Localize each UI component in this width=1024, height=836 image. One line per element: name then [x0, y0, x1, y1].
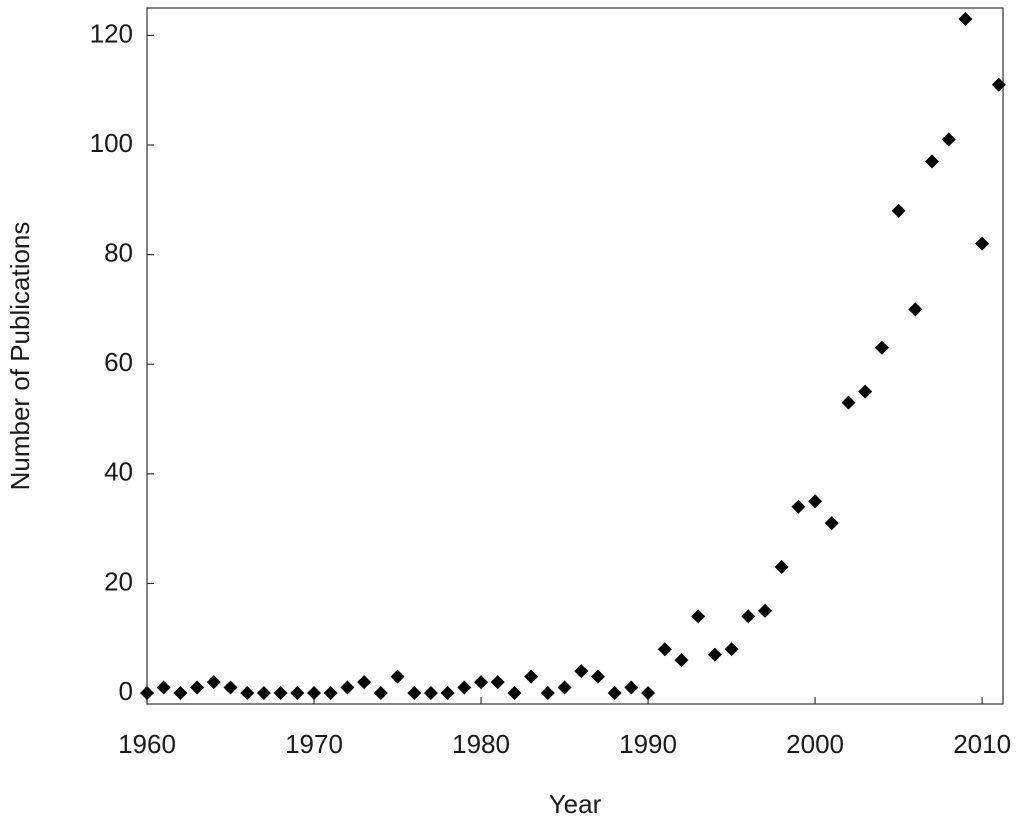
point: [156, 680, 171, 695]
point: [641, 686, 656, 701]
point: [891, 203, 906, 218]
point: [524, 669, 539, 684]
y-tick-label: 60: [104, 347, 133, 377]
point: [824, 516, 839, 531]
point: [507, 686, 522, 701]
point: [574, 664, 589, 679]
point: [256, 686, 271, 701]
x-tick-label: 1980: [452, 729, 510, 759]
point: [657, 642, 672, 657]
point: [440, 686, 455, 701]
point: [925, 154, 940, 169]
point: [858, 384, 873, 399]
point: [390, 669, 405, 684]
point: [975, 236, 990, 251]
plot-frame: [146, 7, 1004, 705]
point: [707, 647, 722, 662]
x-tick-label: 1990: [619, 729, 677, 759]
point: [691, 609, 706, 624]
point: [590, 669, 605, 684]
point: [958, 11, 973, 26]
point: [206, 675, 221, 690]
point: [774, 559, 789, 574]
point: [624, 680, 639, 695]
point: [557, 680, 572, 695]
point: [991, 77, 1006, 92]
point: [140, 686, 154, 701]
y-tick-label: 0: [119, 676, 133, 706]
point: [674, 653, 689, 668]
x-axis-label: Year: [549, 789, 602, 819]
point: [190, 680, 205, 695]
point: [173, 686, 188, 701]
point: [307, 686, 322, 701]
point: [290, 686, 305, 701]
point: [240, 686, 255, 701]
point: [273, 686, 288, 701]
y-tick-label: 20: [104, 566, 133, 596]
point: [724, 642, 739, 657]
point: [340, 680, 355, 695]
y-axis-label: Number of Publications: [5, 222, 35, 491]
point: [540, 686, 555, 701]
point: [357, 675, 372, 690]
x-tick-label: 2010: [953, 729, 1011, 759]
point: [474, 675, 489, 690]
point: [874, 340, 889, 355]
point: [407, 686, 422, 701]
point: [908, 302, 923, 317]
point: [423, 686, 438, 701]
y-tick-label: 80: [104, 237, 133, 267]
y-tick-label: 40: [104, 457, 133, 487]
x-tick-label: 1970: [285, 729, 343, 759]
point: [373, 686, 388, 701]
point: [741, 609, 756, 624]
point: [223, 680, 238, 695]
x-tick-label: 1960: [118, 729, 176, 759]
y-tick-label: 120: [90, 18, 133, 48]
point: [323, 686, 338, 701]
point: [808, 494, 823, 509]
y-tick-label: 100: [90, 128, 133, 158]
point: [757, 603, 772, 618]
point: [791, 499, 806, 514]
point: [490, 675, 505, 690]
x-tick-label: 2000: [786, 729, 844, 759]
point: [457, 680, 472, 695]
point: [941, 132, 956, 147]
point: [607, 686, 622, 701]
point: [841, 395, 856, 410]
